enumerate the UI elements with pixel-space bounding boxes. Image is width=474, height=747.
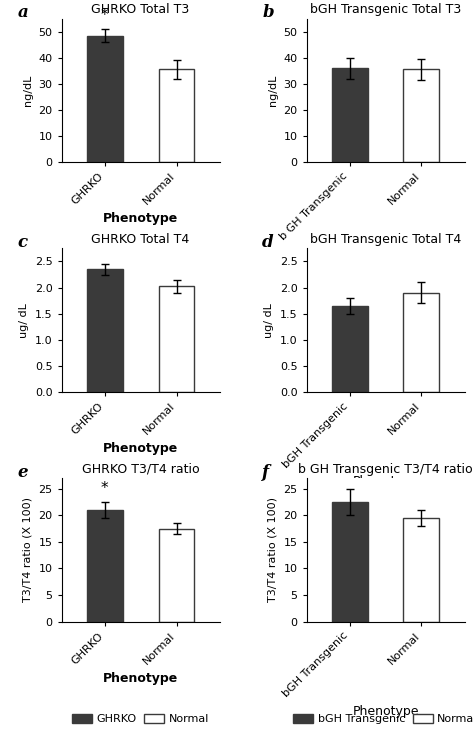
X-axis label: Phenotype: Phenotype: [352, 705, 419, 718]
Y-axis label: ug/ dL: ug/ dL: [264, 303, 274, 338]
X-axis label: Phenotype: Phenotype: [103, 672, 178, 685]
Legend: bGH Transgenic, Normal: bGH Transgenic, Normal: [293, 713, 474, 724]
Bar: [403, 518, 439, 622]
Y-axis label: T3/T4 ratio (X 100): T3/T4 ratio (X 100): [23, 498, 33, 602]
Text: *: *: [101, 8, 109, 23]
X-axis label: Phenotype: Phenotype: [352, 248, 419, 261]
X-axis label: Phenotype: Phenotype: [103, 212, 178, 225]
Bar: [87, 510, 123, 622]
Y-axis label: ng/dL: ng/dL: [23, 75, 33, 106]
Title: bGH Transgenic Total T3: bGH Transgenic Total T3: [310, 3, 461, 16]
Text: d: d: [262, 234, 274, 251]
Y-axis label: ug/ dL: ug/ dL: [19, 303, 29, 338]
Text: c: c: [18, 234, 27, 251]
X-axis label: Phenotype: Phenotype: [352, 475, 419, 489]
Bar: [159, 69, 194, 162]
Title: GHRKO Total T3: GHRKO Total T3: [91, 3, 190, 16]
Bar: [332, 306, 367, 391]
Text: *: *: [101, 481, 109, 496]
X-axis label: Phenotype: Phenotype: [103, 442, 178, 455]
Bar: [332, 502, 367, 622]
Legend: GHRKO, Normal: GHRKO, Normal: [72, 713, 209, 724]
Title: b GH Transgenic T3/T4 ratio: b GH Transgenic T3/T4 ratio: [298, 462, 473, 476]
Text: e: e: [18, 464, 28, 481]
Bar: [403, 293, 439, 391]
Text: b: b: [262, 4, 274, 22]
Bar: [403, 69, 439, 162]
Bar: [87, 36, 123, 162]
Text: f: f: [262, 464, 269, 481]
Title: bGH Transgenic Total T4: bGH Transgenic Total T4: [310, 233, 461, 246]
Y-axis label: ng/dL: ng/dL: [268, 75, 278, 106]
Y-axis label: T3/T4 ratio (X 100): T3/T4 ratio (X 100): [268, 498, 278, 602]
Bar: [87, 269, 123, 391]
Bar: [159, 529, 194, 622]
Title: GHRKO T3/T4 ratio: GHRKO T3/T4 ratio: [82, 462, 200, 476]
Bar: [332, 68, 367, 162]
Title: GHRKO Total T4: GHRKO Total T4: [91, 233, 190, 246]
Text: a: a: [18, 4, 28, 22]
Bar: [159, 287, 194, 391]
